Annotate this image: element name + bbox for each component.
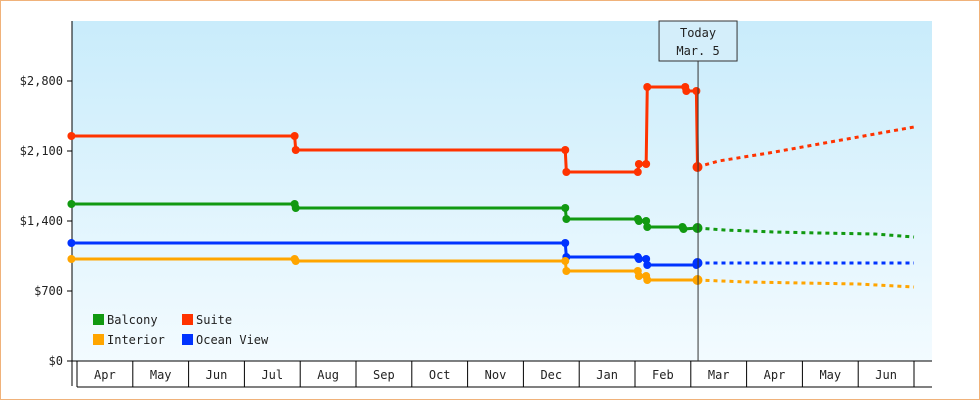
series-line bbox=[71, 202, 698, 231]
data-point bbox=[562, 215, 571, 223]
series-interior bbox=[67, 255, 915, 289]
data-point bbox=[561, 257, 570, 265]
today-box bbox=[658, 20, 738, 62]
x-axis: Apr May Jun Jul Aug Sep Oct Nov Dec Jan Feb Mar Apr M… bbox=[72, 360, 932, 388]
data-point bbox=[643, 276, 652, 284]
month-label: Mar bbox=[708, 368, 730, 382]
month-label: Dec bbox=[540, 368, 562, 382]
month-label: Sep bbox=[373, 368, 395, 382]
data-point bbox=[642, 160, 651, 168]
data-point bbox=[67, 200, 76, 208]
y-tick-label: $2,800 bbox=[20, 74, 63, 88]
data-point bbox=[291, 146, 300, 154]
data-point bbox=[67, 239, 76, 247]
data-point bbox=[562, 168, 571, 176]
data-point bbox=[643, 83, 652, 91]
month-label: May bbox=[819, 368, 841, 382]
data-point bbox=[291, 204, 300, 212]
month-label: Jan bbox=[596, 368, 618, 382]
legend-swatch bbox=[182, 334, 193, 345]
series-suite bbox=[67, 83, 915, 176]
data-point bbox=[561, 204, 570, 212]
legend: Balcony Suite Interior Ocean View bbox=[93, 313, 269, 347]
y-tick-label: $2,100 bbox=[20, 144, 63, 158]
forecast-line bbox=[697, 226, 915, 239]
plot-area bbox=[72, 21, 932, 361]
month-label: Jun bbox=[206, 368, 228, 382]
y-tick-label: $700 bbox=[34, 284, 63, 298]
legend-swatch bbox=[182, 314, 193, 325]
data-point bbox=[561, 146, 570, 154]
month-label: Feb bbox=[652, 368, 674, 382]
today-date: Mar. 5 bbox=[676, 44, 719, 58]
data-point bbox=[682, 87, 691, 95]
data-point bbox=[642, 255, 651, 263]
month-label: Oct bbox=[429, 368, 451, 382]
month-label: Aug bbox=[317, 368, 339, 382]
data-point bbox=[634, 255, 643, 263]
data-point bbox=[692, 275, 703, 285]
y-tick-label: $1,400 bbox=[20, 214, 63, 228]
legend-label: Ocean View bbox=[196, 333, 269, 347]
data-point bbox=[692, 87, 701, 95]
data-point bbox=[561, 239, 570, 247]
data-point bbox=[67, 132, 76, 140]
series-group bbox=[67, 83, 915, 289]
data-point bbox=[643, 223, 652, 231]
data-point bbox=[562, 267, 571, 275]
month-label: Nov bbox=[485, 368, 507, 382]
month-label: Jun bbox=[875, 368, 897, 382]
month-label: May bbox=[150, 368, 172, 382]
month-label: Jul bbox=[261, 368, 283, 382]
data-point bbox=[291, 257, 300, 265]
series-ocean-view bbox=[67, 239, 914, 269]
data-point bbox=[290, 132, 299, 140]
legend-swatch bbox=[93, 334, 104, 345]
forecast-line bbox=[697, 278, 915, 289]
month-label: Apr bbox=[94, 368, 116, 382]
data-point bbox=[634, 217, 643, 225]
today-marker: Today Mar. 5 bbox=[658, 20, 738, 361]
y-axis: $0 $700 $1,400 $2,100 $2,800 bbox=[20, 21, 73, 386]
y-tick-label: $0 bbox=[49, 354, 63, 368]
data-point bbox=[67, 255, 76, 263]
data-point bbox=[633, 168, 642, 176]
series-balcony bbox=[67, 200, 915, 239]
data-point bbox=[692, 162, 703, 172]
data-point bbox=[634, 160, 643, 168]
data-point bbox=[692, 258, 703, 268]
data-point bbox=[634, 272, 643, 280]
data-point bbox=[642, 217, 651, 225]
legend-label: Interior bbox=[107, 333, 165, 347]
month-label: Apr bbox=[764, 368, 786, 382]
data-point bbox=[692, 223, 703, 233]
today-label: Today bbox=[680, 26, 716, 40]
data-point bbox=[643, 261, 652, 269]
legend-swatch bbox=[93, 314, 104, 325]
data-point bbox=[679, 225, 688, 233]
forecast-line bbox=[697, 125, 915, 169]
legend-label: Suite bbox=[196, 313, 232, 327]
legend-label: Balcony bbox=[107, 313, 158, 327]
